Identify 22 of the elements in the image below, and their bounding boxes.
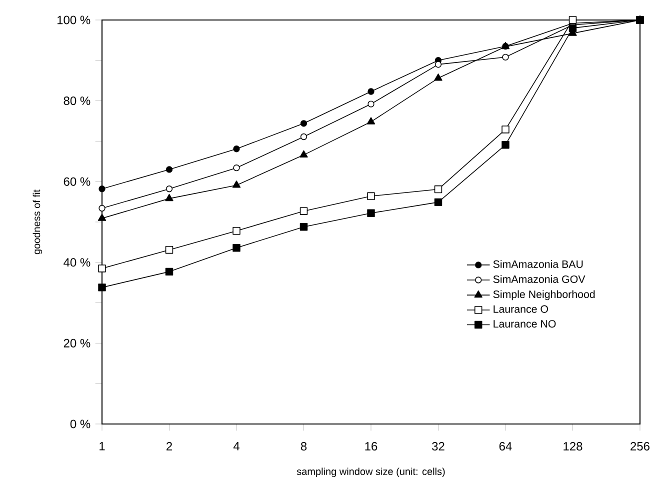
y-tick-label: 60 %: [64, 177, 90, 186]
x-axis-title: sampling window size (unit: cells): [296, 468, 445, 477]
x-tick-label: 4: [233, 442, 240, 450]
x-tick-label: 256: [630, 442, 650, 451]
y-tick-label: 80 %: [64, 96, 90, 106]
legend-label: SimAmazonia GOV: [493, 275, 586, 283]
y-tick-label: 100 %: [58, 16, 90, 24]
x-tick-label: 1: [100, 442, 105, 450]
legend-label: SimAmazonia BAU: [493, 260, 583, 268]
y-axis-title: goodness of fit: [32, 190, 42, 254]
legend-label: Laurance NO: [494, 320, 556, 328]
x-tick-label: 16: [365, 442, 378, 451]
legend-label: Laurance O: [494, 305, 548, 313]
x-tick-label: 32: [432, 442, 444, 451]
y-tick-label: 40 %: [64, 258, 90, 267]
x-tick-label: 2: [166, 442, 172, 450]
x-tick-label: 128: [564, 442, 582, 451]
y-tick-label: 20 %: [64, 338, 90, 348]
x-tick-label: 8: [300, 442, 307, 451]
legend-label: Simple Neighborhood: [493, 290, 595, 300]
y-tick-label: 0 %: [70, 420, 90, 428]
x-tick-label: 64: [499, 442, 512, 451]
